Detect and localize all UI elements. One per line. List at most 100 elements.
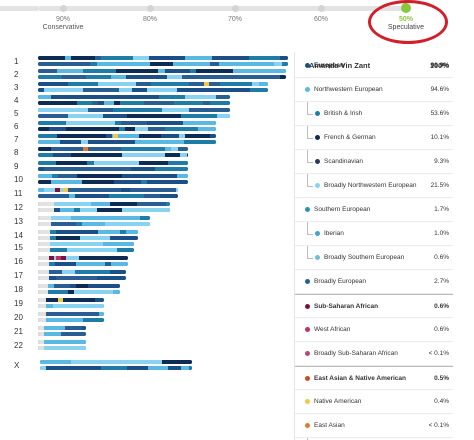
- ancestry-segment: [62, 270, 75, 274]
- ancestry-row[interactable]: French & German 10.1%: [295, 126, 453, 150]
- ancestry-segment: [117, 248, 134, 252]
- chromosome-row[interactable]: 11: [14, 188, 290, 201]
- ancestry-segment: [179, 134, 185, 138]
- ancestry-segment: [147, 121, 183, 125]
- chromosome-row[interactable]: 18: [14, 284, 290, 297]
- ancestry-row[interactable]: Broadly Southern European 0.6%: [295, 246, 453, 270]
- ancestry-row[interactable]: European 98.9%: [295, 54, 453, 78]
- chromosome-strand: [38, 248, 134, 252]
- slider-track[interactable]: [38, 6, 410, 11]
- ancestry-segment: [54, 208, 60, 212]
- ancestry-label: European: [314, 62, 344, 69]
- chromosome-row[interactable]: 12: [14, 202, 290, 215]
- ancestry-segment: [162, 108, 189, 112]
- ancestry-segment: [38, 69, 44, 73]
- chromosome-row[interactable]: 21: [14, 326, 290, 339]
- ancestry-segment: [81, 140, 88, 144]
- chromosome-row[interactable]: 22: [14, 340, 290, 353]
- chromosome-row[interactable]: 15: [14, 242, 290, 255]
- ancestry-label: Broadly Northwestern European: [324, 182, 417, 189]
- ancestry-segment: [38, 108, 88, 112]
- chromosome-row[interactable]: 1: [14, 56, 290, 69]
- ancestry-segment: [183, 121, 216, 125]
- ancestry-row[interactable]: Broadly European 2.7%: [295, 270, 453, 294]
- chromosome-strand: [38, 312, 104, 316]
- chromosome-strand: [38, 326, 86, 330]
- ancestry-segment: [56, 276, 97, 280]
- slider-stop-70[interactable]: 70%: [205, 0, 265, 24]
- ancestry-row[interactable]: East Asian < 0.1%: [295, 414, 453, 438]
- ancestry-segment: [63, 346, 86, 350]
- chromosome-row[interactable]: X: [14, 360, 290, 373]
- ancestry-segment: [92, 101, 98, 105]
- ancestry-segment: [106, 167, 131, 171]
- chromosome-row[interactable]: 10: [14, 174, 290, 187]
- chromosome-row[interactable]: 7: [14, 134, 290, 147]
- ancestry-label: Scandinavian: [324, 158, 364, 165]
- ancestry-segment: [46, 318, 83, 322]
- ancestry-segment: [249, 56, 280, 60]
- confidence-slider[interactable]: 90% Conservative 80% 70% 60% 50% Specula…: [0, 0, 474, 44]
- chromosome-row[interactable]: 17: [14, 270, 290, 283]
- ancestry-segment: [136, 82, 151, 86]
- ancestry-segment: [184, 140, 216, 144]
- ancestry-row[interactable]: Sub-Saharan African 0.6%: [295, 294, 453, 318]
- ancestry-row[interactable]: Southern European 1.7%: [295, 198, 453, 222]
- ancestry-segment: [187, 153, 188, 157]
- ancestry-row[interactable]: Native American 0.4%: [295, 390, 453, 414]
- ancestry-segment: [88, 108, 113, 112]
- chromosome-label: 7: [14, 135, 19, 144]
- ancestry-segment: [135, 127, 148, 131]
- ancestry-segment: [56, 161, 87, 165]
- chromosome-strand: [38, 153, 188, 157]
- chromosome-strand: [38, 82, 268, 86]
- chromosome-strand: [38, 140, 216, 144]
- ancestry-row[interactable]: Northwestern European 94.6%: [295, 78, 453, 102]
- ancestry-segment: [62, 75, 86, 79]
- ancestry-segment: [38, 188, 44, 192]
- chromosome-strand: [38, 147, 188, 151]
- ancestry-segment: [83, 318, 104, 322]
- ancestry-segment: [110, 236, 138, 240]
- chromosome-strand: [38, 167, 188, 171]
- ancestry-segment: [49, 276, 56, 280]
- ancestry-segment: [100, 147, 121, 151]
- chromosome-row[interactable]: 14: [14, 230, 290, 243]
- chromosome-row[interactable]: 16: [14, 256, 290, 269]
- chromosome-row[interactable]: 3: [14, 82, 290, 95]
- ancestry-segment: [44, 332, 61, 336]
- segment-unassigned: [38, 216, 51, 220]
- ancestry-row[interactable]: Broadly Sub-Saharan African < 0.1%: [295, 342, 453, 366]
- color-swatch-icon: [315, 183, 320, 188]
- chromosome-row[interactable]: 4: [14, 95, 290, 108]
- ancestry-segment-highlight: [55, 188, 60, 192]
- slider-stop-90[interactable]: 90% Conservative: [33, 0, 93, 32]
- ancestry-row[interactable]: West African 0.6%: [295, 318, 453, 342]
- chromosome-row[interactable]: 19: [14, 298, 290, 311]
- chromosome-row[interactable]: 20: [14, 312, 290, 325]
- ancestry-segment: [38, 194, 69, 198]
- chromosome-row[interactable]: 13: [14, 216, 290, 229]
- segment-unassigned: [38, 326, 44, 330]
- chromosome-row[interactable]: 5: [14, 108, 290, 121]
- ancestry-segment: [38, 127, 49, 131]
- ancestry-label: Broadly Southern European: [324, 254, 405, 261]
- chromosome-label: X: [14, 361, 20, 370]
- ancestry-row[interactable]: Scandinavian 9.3%: [295, 150, 453, 174]
- ancestry-row[interactable]: East Asian & Native American 0.5%: [295, 366, 453, 390]
- segment-unassigned: [38, 222, 51, 226]
- ancestry-row[interactable]: Iberian 1.0%: [295, 222, 453, 246]
- ancestry-row[interactable]: Broadly Northwestern European 21.5%: [295, 174, 453, 198]
- ancestry-row[interactable]: British & Irish 53.6%: [295, 102, 453, 126]
- ancestry-segment: [86, 82, 98, 86]
- ancestry-segment: [38, 56, 65, 60]
- chromosome-row[interactable]: 9: [14, 161, 290, 174]
- chromosome-row[interactable]: 6: [14, 121, 290, 134]
- chromosome-row[interactable]: 2: [14, 69, 290, 82]
- slider-stop-60[interactable]: 60%: [291, 0, 351, 24]
- slider-stop-80[interactable]: 80%: [120, 0, 180, 24]
- ancestry-segment: [101, 366, 127, 370]
- ancestry-segment: [86, 75, 111, 79]
- chromosome-row[interactable]: 8: [14, 147, 290, 160]
- ancestry-row[interactable]: Broadly East Asian< 0.1%: [295, 438, 453, 440]
